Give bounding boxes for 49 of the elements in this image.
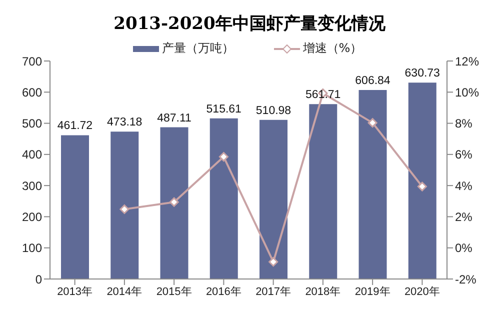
point <box>169 197 179 207</box>
y-tick-label: 300 <box>22 178 42 193</box>
point <box>218 152 228 162</box>
point <box>120 204 130 214</box>
x-tick-label: 2017年 <box>256 286 292 298</box>
text: 487.11 <box>157 112 192 124</box>
text: 515.61 <box>206 103 242 116</box>
text: 561.71 <box>306 89 341 102</box>
y-tick-label: 400 <box>22 148 42 162</box>
legend-label: 增速（%） <box>302 40 362 57</box>
point <box>417 182 427 192</box>
y-tick-label: 0 <box>35 272 42 286</box>
legend-label: 产量（万吨） <box>160 40 234 57</box>
text: 461.72 <box>57 120 93 132</box>
x-tick-label: 2015年 <box>156 286 192 298</box>
y2-tick-label: 4% <box>455 178 473 193</box>
y-tick-label: 700 <box>22 54 42 68</box>
y2-tick-label: 12% <box>455 54 480 68</box>
text: 606.84 <box>355 75 390 88</box>
bar <box>160 127 188 279</box>
y-tick-label: 500 <box>22 116 42 131</box>
y2-tick-label: 0% <box>455 241 473 256</box>
x-tick-label: 2014年 <box>106 286 142 298</box>
bar <box>110 132 139 279</box>
bar <box>358 90 387 279</box>
x-tick-label: 2016年 <box>206 286 242 298</box>
y2-tick-label: 6% <box>455 148 473 162</box>
point <box>268 257 278 267</box>
text: 510.98 <box>256 104 292 117</box>
text: 630.73 <box>404 68 440 80</box>
point <box>368 118 378 128</box>
y2-tick-label: -2% <box>455 272 477 286</box>
y2-tick-label: 2% <box>455 210 473 224</box>
x-tick-label: 2018年 <box>305 286 341 298</box>
bar <box>61 135 89 279</box>
y-tick-label: 600 <box>22 85 42 100</box>
y2-tick-label: 8% <box>455 116 473 131</box>
x-tick-label: 2019年 <box>354 286 390 298</box>
text: 473.18 <box>107 116 142 129</box>
x-tick-label: 2013年 <box>57 286 93 298</box>
chart-title: 2013-2020年中国虾产量变化情况 <box>112 13 386 36</box>
x-tick-label: 2020年 <box>404 286 440 298</box>
bar <box>309 104 338 279</box>
y-tick-label: 100 <box>22 241 42 256</box>
bar <box>210 118 238 279</box>
bar <box>408 82 436 279</box>
bar <box>260 120 288 279</box>
y-tick-label: 200 <box>22 210 42 224</box>
y2-tick-label: 10% <box>455 85 480 100</box>
